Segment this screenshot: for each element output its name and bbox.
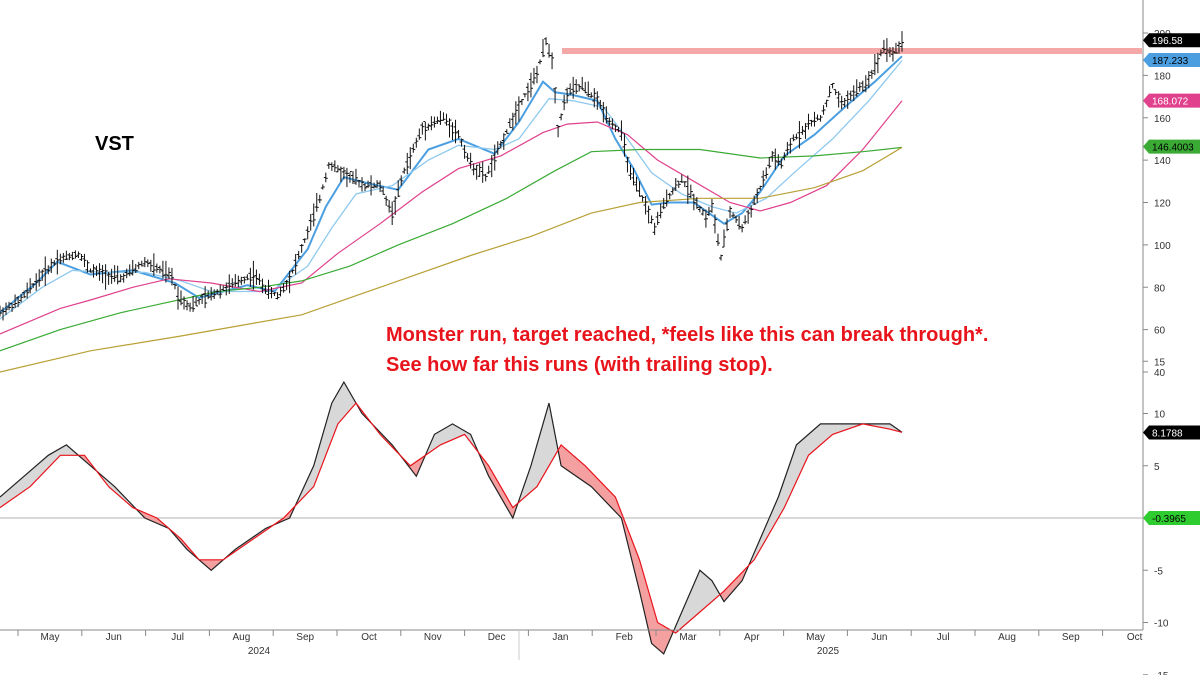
price-tag-text: 146.4003 [1152, 143, 1194, 154]
month-label: Sep [296, 632, 314, 643]
month-label: May [41, 632, 60, 643]
oscillator-fill-segment [660, 623, 664, 655]
oscillator-panel [0, 380, 1142, 655]
oscillator-fill-segment [699, 569, 704, 613]
price-panel: VST Monster run, target reached, *feels … [0, 31, 1142, 376]
month-label: Aug [233, 632, 251, 643]
price-tag-box [1143, 93, 1200, 108]
osc-tick-label: -15 [1154, 671, 1169, 675]
oscillator-fill-segment [572, 454, 577, 477]
oscillator-fill-segment [446, 425, 450, 443]
month-label: Jan [552, 632, 568, 643]
oscillator-lines [0, 380, 903, 655]
year-label-2024: 2024 [248, 646, 271, 657]
month-label: Mar [679, 632, 697, 643]
oscillator-fill-segment [657, 622, 661, 652]
osc-tick-label: -10 [1154, 619, 1169, 630]
price-tag: 196.58 [1143, 33, 1200, 48]
month-label: Aug [998, 632, 1016, 643]
time-axis: May Jun Jul Aug Sep Oct Nov Dec Jan Feb Mar Apr May J… [0, 629, 1143, 660]
price-tick-label: 180 [1154, 71, 1171, 82]
price-tag-box [1143, 53, 1200, 68]
month-label: Apr [744, 632, 760, 643]
month-label: Nov [424, 632, 442, 643]
month-label: Jun [871, 632, 887, 643]
annotation-line-1: Monster run, target reached, *feels like… [386, 324, 988, 346]
moving-average-line [0, 100, 903, 335]
price-tag-box [1143, 139, 1200, 154]
moving-average-line [0, 146, 903, 373]
oscillator-fill-segment [560, 444, 565, 469]
oscillator-fill-segment [440, 428, 444, 446]
price-tag: 168.072 [1143, 93, 1200, 108]
price-tick-label: 40 [1154, 368, 1166, 379]
price-tick-label: 140 [1154, 156, 1171, 167]
oscillator-line [0, 402, 903, 634]
price-tag-box [1143, 33, 1200, 48]
price-tick-label: 160 [1154, 114, 1171, 125]
oscillator-tag-box [1143, 425, 1200, 440]
oscillator-fill-segment [443, 426, 447, 444]
month-label: Oct [1127, 632, 1143, 643]
oscillator-fill-segment [817, 423, 821, 449]
year-label-2025: 2025 [817, 646, 840, 657]
price-tag: 146.4003 [1143, 139, 1200, 154]
month-label: Jul [937, 632, 950, 643]
oscillator-fill-segment [820, 423, 824, 446]
oscillator-fill-segment [808, 431, 812, 456]
osc-tick-label: 5 [1154, 462, 1160, 473]
price-bars [0, 31, 904, 321]
month-label: May [806, 632, 825, 643]
osc-tick-label: 15 [1154, 357, 1166, 368]
oscillator-fill-segment [708, 577, 713, 605]
moving-average-line [0, 146, 903, 352]
price-tick-label: 80 [1154, 283, 1166, 294]
ticker-label: VST [95, 133, 134, 155]
month-label: Oct [361, 632, 377, 643]
oscillator-fill-segment [814, 426, 818, 451]
oscillator-line [0, 380, 903, 655]
moving-average-line [0, 60, 903, 320]
month-label: Feb [616, 632, 634, 643]
annotation-line-2: See how far this runs (with trailing sto… [386, 354, 773, 376]
month-label: Dec [488, 632, 506, 643]
price-tag-text: 187.233 [1152, 56, 1189, 67]
price-axis-ticks: 406080100120140160180200 [1143, 29, 1171, 379]
oscillator-fill-segment [340, 381, 345, 422]
oscillator-tag-text: -0.3965 [1152, 514, 1186, 525]
oscillator-fill-segment [702, 572, 707, 610]
month-label: Jun [106, 632, 122, 643]
price-tick-label: 60 [1154, 326, 1166, 337]
price-tags: 196.58 187.233 168.072 146.4003 [1143, 33, 1200, 154]
price-tick-label: 120 [1154, 199, 1171, 210]
osc-tick-label: -5 [1154, 566, 1163, 577]
oscillator-tag-box [1143, 511, 1200, 525]
osc-tick-label: 10 [1154, 410, 1166, 421]
oscillator-fill-segment [566, 449, 571, 473]
price-tag: 187.233 [1143, 53, 1200, 68]
oscillator-tags: 8.1788 -0.3965 [1143, 425, 1200, 525]
month-ticks: May Jun Jul Aug Sep Oct Nov Dec Jan Feb Mar Apr May J… [17, 630, 1143, 643]
oscillator-tag-text: 8.1788 [1152, 429, 1183, 440]
oscillator-fill-segment [705, 574, 710, 608]
oscillator-fill-segment [452, 423, 456, 441]
oscillator-tag: -0.3965 [1143, 511, 1200, 525]
oscillator-fill-segment [569, 452, 574, 475]
oscillator-tag: 8.1788 [1143, 425, 1200, 440]
price-tick-label: 100 [1154, 241, 1171, 252]
month-label: Jul [171, 632, 184, 643]
month-label: Sep [1062, 632, 1080, 643]
price-tag-text: 196.58 [1152, 36, 1183, 47]
oscillator-fill-segment [832, 423, 836, 435]
oscillator-fill-segment [449, 423, 453, 442]
oscillator-fill-segment [563, 446, 568, 471]
moving-average-line [0, 55, 903, 314]
oscillator-fill-segment [811, 428, 815, 454]
price-tag-text: 168.072 [1152, 97, 1189, 108]
